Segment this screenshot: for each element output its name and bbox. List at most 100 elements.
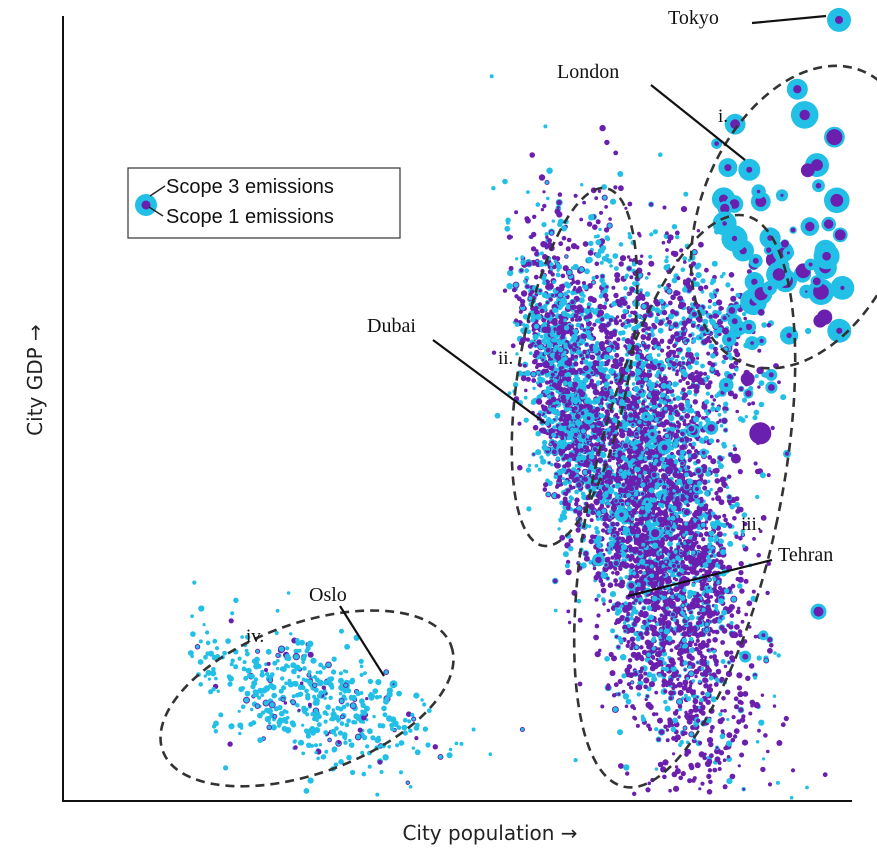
city-point	[280, 697, 286, 703]
city-point	[402, 717, 408, 723]
city-point	[605, 557, 610, 563]
city-point	[683, 731, 688, 735]
city-point	[648, 660, 654, 666]
city-point	[363, 671, 367, 675]
city-point	[520, 290, 528, 297]
city-point	[657, 327, 664, 334]
city-point	[608, 318, 614, 323]
city-point	[331, 708, 336, 712]
city-point	[743, 521, 748, 527]
city-point	[541, 444, 548, 451]
city-point	[594, 406, 601, 413]
city-point	[594, 651, 601, 658]
city-point	[382, 754, 389, 761]
city-point	[678, 538, 682, 542]
city-point	[731, 715, 736, 720]
city-point	[530, 371, 537, 378]
city-point	[581, 434, 586, 439]
city-point	[312, 682, 318, 688]
city-point	[640, 532, 646, 538]
city-point	[636, 692, 641, 697]
city-point	[337, 740, 341, 745]
city-point	[636, 562, 641, 567]
city-point	[673, 511, 678, 516]
city-point	[310, 711, 316, 717]
city-point	[227, 741, 233, 747]
city-point	[365, 697, 369, 701]
city-point	[704, 569, 711, 576]
city-point	[315, 711, 319, 716]
city-point	[365, 744, 370, 749]
city-point	[698, 787, 702, 791]
city-point	[718, 559, 724, 565]
city-point	[265, 648, 272, 655]
city-point	[600, 572, 607, 579]
city-point	[697, 642, 704, 649]
city-point	[726, 755, 731, 759]
city-point	[565, 376, 572, 383]
city-point	[618, 566, 623, 571]
city-point	[694, 646, 700, 652]
city-point	[350, 769, 356, 776]
city-point	[214, 676, 218, 681]
city-point	[585, 463, 590, 468]
city-point	[667, 398, 672, 402]
city-point	[572, 413, 577, 417]
city-point	[698, 631, 704, 638]
city-point	[718, 712, 723, 717]
city-point	[292, 653, 300, 661]
city-point	[557, 527, 561, 531]
city-point	[555, 456, 561, 461]
city-point	[739, 752, 745, 758]
city-point	[682, 256, 687, 261]
city-point	[677, 657, 681, 661]
city-point	[530, 246, 537, 252]
city-point	[615, 618, 622, 625]
city-point	[644, 331, 649, 335]
city-point	[634, 655, 640, 661]
city-point	[729, 620, 734, 626]
city-point	[600, 451, 607, 458]
city-point	[683, 546, 690, 553]
city-point	[726, 494, 733, 500]
city-point	[763, 657, 770, 664]
city-point	[622, 693, 630, 700]
city-point	[570, 290, 576, 296]
city-point	[255, 648, 261, 654]
city-point	[565, 246, 571, 252]
city-point	[346, 754, 352, 761]
city-point	[698, 679, 702, 683]
city-point	[681, 611, 686, 617]
city-point	[555, 286, 560, 291]
city-point	[734, 496, 740, 502]
city-point	[243, 696, 250, 704]
city-point	[805, 785, 809, 790]
city-point	[640, 451, 645, 455]
city-point	[668, 549, 673, 554]
city-point	[310, 743, 314, 748]
city-point	[514, 210, 519, 215]
city-point	[208, 689, 214, 695]
city-point	[693, 642, 698, 647]
city-point	[559, 361, 564, 367]
city-point	[520, 302, 525, 308]
city-point	[329, 717, 333, 722]
city-point	[697, 559, 703, 566]
city-point	[648, 402, 653, 406]
city-point	[716, 420, 720, 425]
city-point	[611, 706, 619, 714]
city-point	[281, 685, 287, 691]
city-point	[625, 604, 632, 611]
city-point	[677, 627, 682, 633]
city-point	[654, 520, 660, 527]
city-point	[694, 762, 701, 769]
city-point	[615, 644, 621, 650]
city-point	[245, 667, 252, 674]
city-point	[667, 540, 673, 547]
city-point	[722, 532, 727, 537]
city-point	[551, 332, 555, 337]
city-point	[620, 499, 625, 503]
city-point	[615, 456, 622, 462]
city-point	[688, 637, 694, 642]
